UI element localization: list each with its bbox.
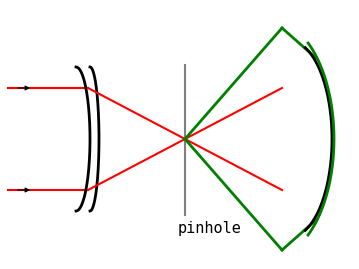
- Text: pinhole: pinhole: [178, 221, 242, 235]
